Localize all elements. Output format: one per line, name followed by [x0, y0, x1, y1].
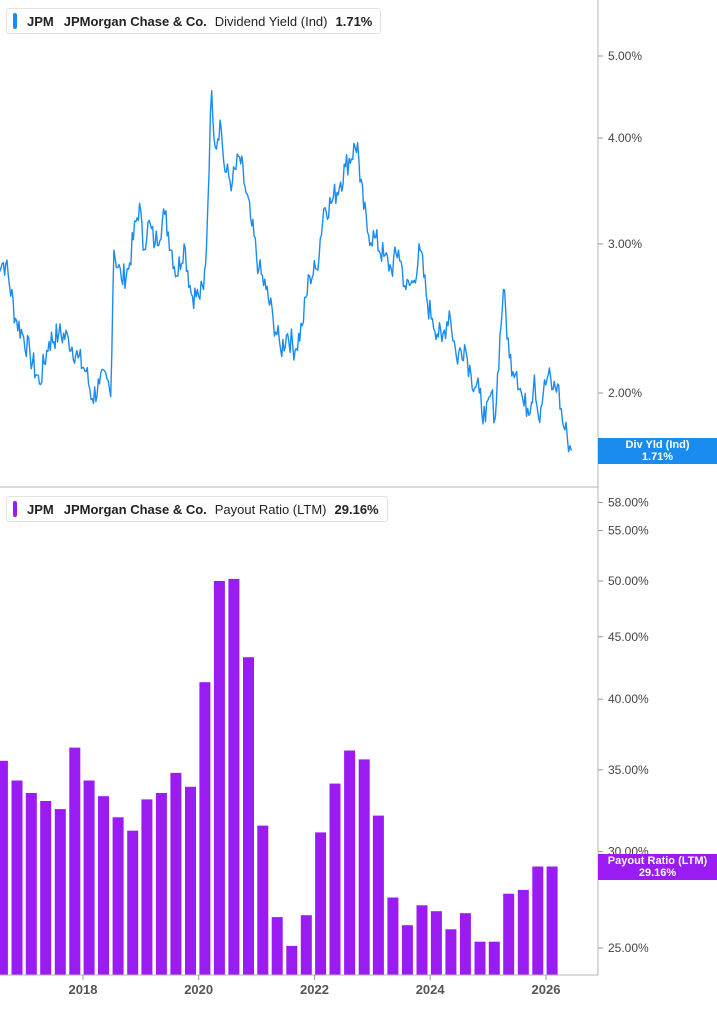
yield-legend-metric: Dividend Yield (Ind)	[214, 13, 328, 29]
marks-layer	[0, 90, 573, 975]
payout-bar	[213, 581, 225, 975]
payout-flag-label: Payout Ratio (LTM)	[607, 854, 708, 867]
payout-bar	[358, 759, 370, 975]
payout-bar	[54, 809, 66, 975]
y-tick-label: 3.00%	[608, 237, 642, 251]
payout-bar	[387, 897, 399, 975]
y-tick-label: 40.00%	[608, 692, 649, 706]
x-tick-label: 2018	[69, 982, 98, 997]
payout-bar	[25, 793, 37, 975]
yield-flag-label: Div Yld (Ind)	[625, 438, 690, 451]
payout-bar	[155, 793, 167, 975]
payout-bar	[488, 941, 500, 975]
payout-bar	[459, 913, 471, 975]
yield-legend[interactable]: JPM JPMorgan Chase & Co. Dividend Yield …	[6, 8, 382, 34]
payout-bar	[112, 817, 124, 975]
yield-legend-swatch	[13, 13, 17, 29]
payout-bar	[430, 911, 442, 975]
payout-bar	[0, 760, 8, 975]
payout-legend-ticker: JPM	[27, 501, 54, 517]
payout-bar	[170, 772, 182, 975]
payout-legend-value: 29.16%	[334, 501, 379, 517]
x-tick-label: 2024	[416, 982, 446, 997]
payout-legend-swatch	[13, 501, 17, 517]
payout-price-flag: Payout Ratio (LTM) 29.16%	[598, 853, 717, 880]
payout-bar	[474, 941, 486, 975]
x-tick-label: 2020	[184, 982, 213, 997]
payout-bar	[372, 815, 384, 975]
payout-bar	[69, 747, 81, 975]
payout-bar	[416, 905, 428, 975]
payout-bar	[344, 750, 356, 975]
y-tick-label: 2.00%	[608, 386, 642, 400]
yield-flag-value: 1.71%	[641, 450, 674, 463]
payout-bar	[127, 830, 139, 975]
payout-bar	[532, 866, 544, 975]
yield-price-flag: Div Yld (Ind) 1.71%	[598, 437, 717, 464]
payout-bar	[286, 945, 298, 975]
y-tick-label: 5.00%	[608, 49, 642, 63]
payout-bar	[185, 786, 196, 975]
payout-bar	[445, 929, 457, 975]
payout-bar	[315, 832, 327, 975]
payout-bar	[329, 783, 341, 975]
payout-bar	[11, 780, 23, 975]
payout-bar	[98, 796, 109, 975]
yield-legend-company: JPMorgan Chase & Co.	[63, 13, 207, 29]
y-tick-label: 25.00%	[608, 941, 649, 955]
payout-bar	[271, 917, 283, 975]
payout-bar	[243, 657, 254, 975]
payout-legend[interactable]: JPM JPMorgan Chase & Co. Payout Ratio (L…	[6, 496, 388, 522]
x-tick-label: 2026	[532, 982, 561, 997]
axis-layer: 5.00% 4.00% 3.00% 2.00% 58.00% 55.00% 50.00% 45…	[0, 0, 649, 997]
y-tick-label: 58.00%	[608, 495, 649, 509]
payout-bar	[401, 925, 413, 975]
payout-legend-company: JPMorgan Chase & Co.	[63, 501, 207, 517]
payout-legend-metric: Payout Ratio (LTM)	[214, 501, 327, 517]
x-tick-label: 2022	[300, 982, 329, 997]
yield-legend-ticker: JPM	[27, 13, 54, 29]
payout-bar	[40, 801, 52, 975]
y-tick-label: 45.00%	[608, 630, 649, 644]
payout-bar	[228, 578, 240, 975]
payout-flag-value: 29.16%	[638, 866, 677, 879]
y-tick-label: 35.00%	[608, 763, 649, 777]
payout-bar	[83, 780, 95, 975]
yield-legend-value: 1.71%	[335, 13, 373, 29]
dividend-yield-line	[0, 90, 573, 453]
payout-bar	[546, 866, 558, 975]
y-tick-label: 50.00%	[608, 574, 649, 588]
payout-bar	[257, 825, 269, 975]
payout-bar	[141, 799, 153, 975]
payout-bar	[199, 682, 211, 975]
y-tick-label: 4.00%	[608, 131, 642, 145]
payout-bar	[517, 889, 529, 975]
y-tick-label: 55.00%	[608, 524, 649, 538]
payout-bar	[503, 893, 515, 975]
payout-bar	[300, 915, 312, 975]
